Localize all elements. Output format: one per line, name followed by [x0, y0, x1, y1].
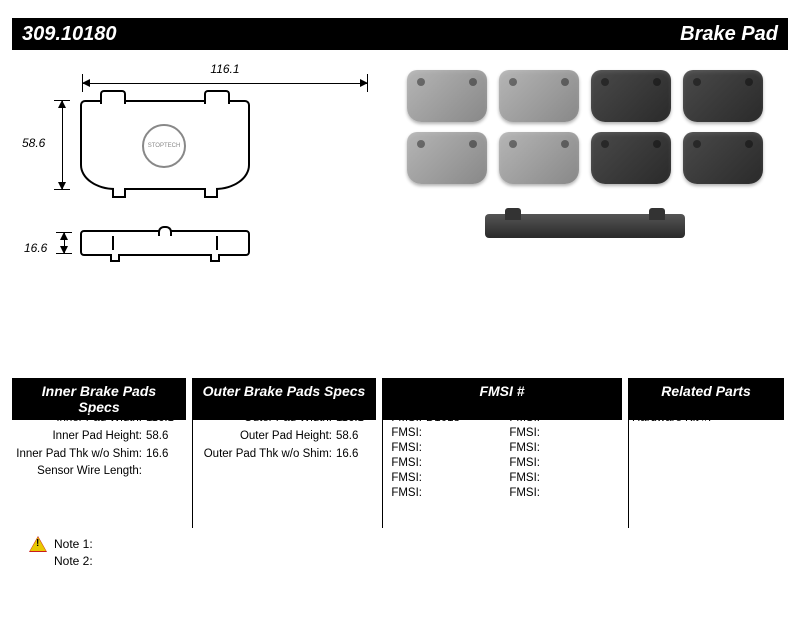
fmsi-label: FMSI: — [504, 427, 544, 439]
spec-value: 116.1 — [146, 412, 182, 426]
fmsi-label: FMSI: — [386, 457, 426, 469]
pad-edge-view-icon — [485, 214, 685, 238]
spec-row: Inner Pad Height:58.6 — [16, 430, 182, 444]
note-row: Note 2: — [54, 554, 101, 568]
fmsi-cell: FMSI: — [386, 427, 500, 439]
fmsi-label: FMSI: — [386, 472, 426, 484]
spec-value: 16.6 — [146, 448, 182, 462]
spec-body: Inner Pad Width:116.1 Inner Pad Height:5… — [12, 406, 788, 499]
spec-value: 58.6 — [146, 430, 182, 444]
fmsi-label: FMSI: — [386, 427, 426, 439]
spec-value — [146, 465, 182, 479]
pad-side-view: 16.6 — [80, 230, 250, 256]
spec-label: Inner Pad Height: — [16, 430, 146, 444]
fmsi-label: FMSI: — [386, 442, 426, 454]
fmsi-cell: FMSI: — [504, 412, 618, 424]
fmsi-label: FMSI: — [386, 412, 426, 424]
height-value: 58.6 — [22, 136, 45, 150]
width-value: 116.1 — [82, 62, 368, 76]
technical-drawing: 116.1 58.6 STOPTECH 16.6 — [30, 70, 370, 350]
spec-label: Inner Pad Width: — [16, 412, 146, 426]
pad-photo-row-top — [407, 70, 763, 122]
fmsi-label: FMSI: — [386, 487, 426, 499]
spec-label: Outer Pad Width: — [196, 412, 336, 426]
note1-label: Note 1: — [54, 537, 93, 551]
spec-label: Sensor Wire Length: — [16, 465, 146, 479]
spec-label: Outer Pad Thk w/o Shim: — [196, 448, 336, 462]
spec-label: Hardware Kit #: — [632, 412, 715, 426]
fmsi-cell: FMSI: — [386, 442, 500, 454]
product-type: Brake Pad — [680, 23, 778, 46]
spec-row: Inner Pad Thk w/o Shim:16.6 — [16, 448, 182, 462]
spec-row: Outer Pad Thk w/o Shim:16.6 — [196, 448, 372, 462]
outer-specs-col: Outer Pad Width:116.1 Outer Pad Height:5… — [192, 406, 376, 499]
spec-value: 58.6 — [336, 430, 372, 444]
fmsi-label: FMSI: — [504, 457, 544, 469]
brake-pad-icon — [591, 132, 671, 184]
fmsi-label: FMSI: — [504, 472, 544, 484]
brake-pad-icon — [683, 132, 763, 184]
brake-pad-icon — [591, 70, 671, 122]
fmsi-cell: FMSI: — [504, 442, 618, 454]
note2-label: Note 2: — [54, 554, 93, 568]
dimension-thickness: 16.6 — [38, 232, 74, 254]
alert-icon — [30, 537, 46, 551]
fmsi-label: FMSI: — [504, 487, 544, 499]
dimension-height: 58.6 — [36, 100, 72, 190]
spec-row: Outer Pad Height:58.6 — [196, 430, 372, 444]
spec-label: Inner Pad Thk w/o Shim: — [16, 448, 146, 462]
spec-row: Inner Pad Width:116.1 — [16, 412, 182, 426]
inner-specs-col: Inner Pad Width:116.1 Inner Pad Height:5… — [12, 406, 186, 499]
brake-pad-icon — [499, 70, 579, 122]
brake-pad-icon — [407, 70, 487, 122]
fmsi-col: FMSI:D1018 FMSI: FMSI: FMSI: FMSI: FMSI:… — [382, 406, 622, 499]
fmsi-cell: FMSI: — [504, 472, 618, 484]
fmsi-cell: FMSI: — [504, 457, 618, 469]
part-number: 309.10180 — [22, 23, 117, 46]
brake-pad-icon — [683, 70, 763, 122]
product-photo-area — [390, 70, 780, 350]
fmsi-cell: FMSI: — [504, 487, 618, 499]
spec-row: Sensor Wire Length: — [16, 465, 182, 479]
pad-outline: STOPTECH — [80, 100, 250, 190]
stoptech-logo-icon: STOPTECH — [142, 124, 186, 168]
fmsi-value: D1018 — [426, 412, 460, 424]
related-parts-col: Hardware Kit #: — [628, 406, 784, 499]
fmsi-cell: FMSI:D1018 — [386, 412, 500, 424]
fmsi-cell: FMSI: — [386, 487, 500, 499]
fmsi-cell: FMSI: — [386, 457, 500, 469]
spec-row: Hardware Kit #: — [632, 412, 780, 426]
spec-value: 116.1 — [336, 412, 372, 426]
fmsi-cell: FMSI: — [504, 427, 618, 439]
thickness-value: 16.6 — [24, 241, 47, 255]
brake-pad-icon — [407, 132, 487, 184]
notes-area: Note 1: Note 2: — [30, 537, 101, 571]
spec-label: Outer Pad Height: — [196, 430, 336, 444]
fmsi-label: FMSI: — [504, 412, 544, 424]
brake-pad-icon — [499, 132, 579, 184]
spec-row: Outer Pad Width:116.1 — [196, 412, 372, 426]
header-bar: 309.10180 Brake Pad — [12, 18, 788, 50]
pad-photo-row-bottom — [407, 132, 763, 184]
fmsi-label: FMSI: — [504, 442, 544, 454]
pad-front-view: 116.1 58.6 STOPTECH — [80, 100, 370, 190]
spec-value — [715, 412, 751, 426]
spec-value: 16.6 — [336, 448, 372, 462]
note-row: Note 1: — [30, 537, 101, 551]
fmsi-cell: FMSI: — [386, 472, 500, 484]
